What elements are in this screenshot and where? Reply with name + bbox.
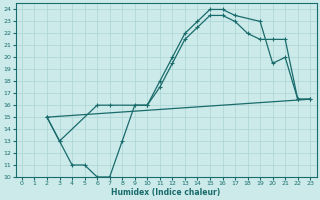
X-axis label: Humidex (Indice chaleur): Humidex (Indice chaleur) [111,188,221,197]
